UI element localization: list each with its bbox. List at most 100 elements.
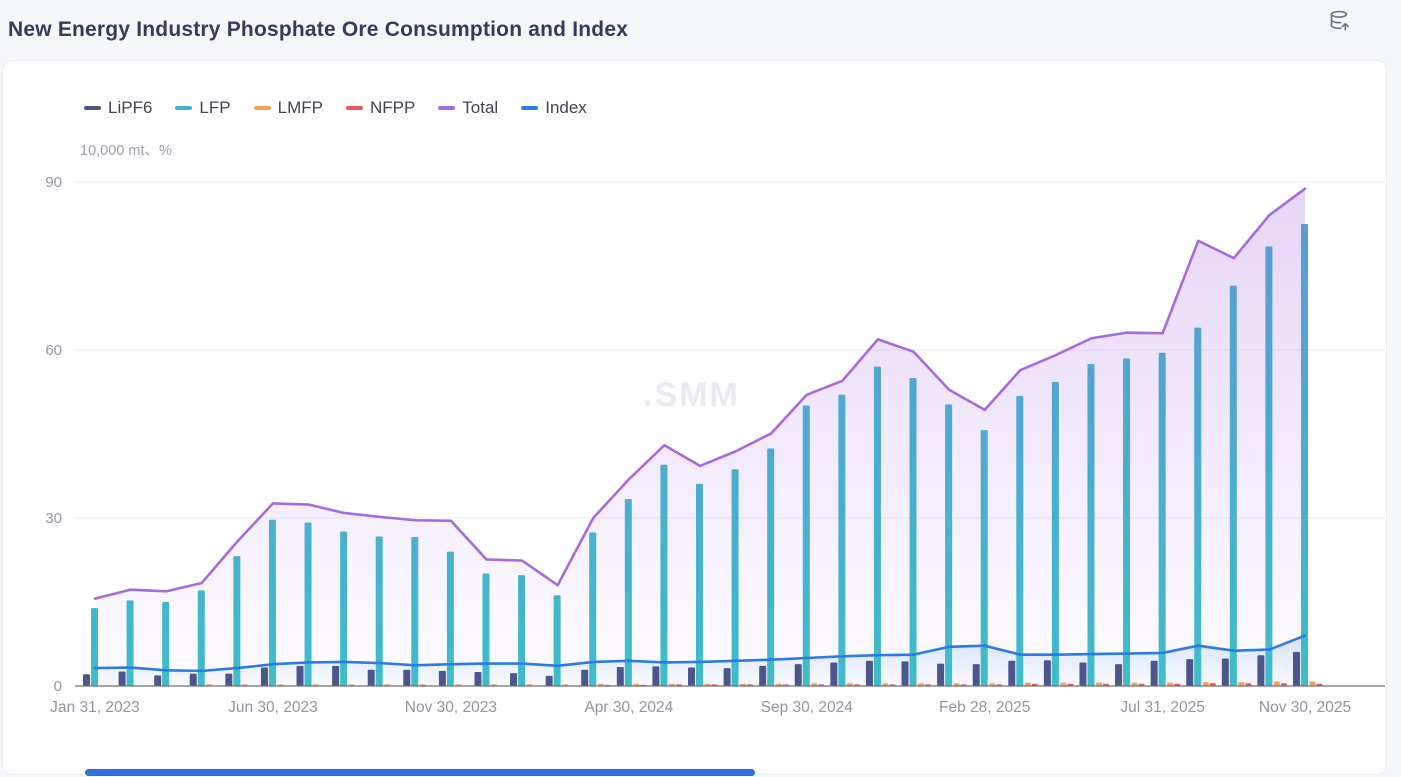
- bar-lfp[interactable]: [553, 595, 561, 686]
- bar-lfp[interactable]: [1158, 352, 1166, 686]
- bar-lfp[interactable]: [126, 600, 134, 686]
- bar-lmfp[interactable]: [1167, 682, 1174, 686]
- bar-lipf6[interactable]: [154, 675, 162, 686]
- bar-lipf6[interactable]: [225, 673, 233, 686]
- bar-lfp[interactable]: [1051, 381, 1059, 686]
- bar-lfp[interactable]: [375, 536, 383, 686]
- bar-lfp[interactable]: [767, 448, 775, 686]
- bar-lfp[interactable]: [1265, 246, 1273, 686]
- bar-lipf6[interactable]: [438, 670, 446, 686]
- bar-lfp[interactable]: [304, 522, 312, 686]
- legend-item-lfp[interactable]: LFP: [175, 98, 231, 118]
- bar-lipf6[interactable]: [937, 663, 945, 686]
- bar-lfp[interactable]: [1087, 364, 1095, 686]
- bar-lipf6[interactable]: [581, 669, 589, 686]
- bar-lfp[interactable]: [518, 575, 526, 686]
- legend-item-lmfp[interactable]: LMFP: [253, 98, 323, 118]
- bar-lmfp[interactable]: [953, 683, 960, 686]
- bar-lipf6[interactable]: [616, 666, 624, 686]
- bar-lmfp[interactable]: [1238, 682, 1245, 686]
- bar-lmfp[interactable]: [1060, 682, 1067, 686]
- legend-item-total[interactable]: Total: [438, 98, 498, 118]
- bar-lfp[interactable]: [696, 483, 703, 686]
- bar-lipf6[interactable]: [1079, 662, 1087, 686]
- bar-lfp[interactable]: [909, 378, 917, 686]
- bar-lipf6[interactable]: [474, 672, 482, 686]
- bar-lipf6[interactable]: [830, 662, 838, 686]
- bar-lipf6[interactable]: [189, 673, 197, 686]
- bar-lfp[interactable]: [1016, 395, 1024, 686]
- bar-lfp[interactable]: [660, 464, 668, 686]
- bar-lfp[interactable]: [340, 531, 348, 686]
- bar-lipf6[interactable]: [1293, 651, 1300, 686]
- bar-nfpp[interactable]: [1280, 683, 1287, 686]
- bar-lfp[interactable]: [268, 519, 276, 686]
- bar-lfp[interactable]: [589, 532, 597, 686]
- bar-lfp[interactable]: [197, 590, 205, 686]
- bar-lfp[interactable]: [233, 556, 241, 686]
- bar-lmfp[interactable]: [846, 683, 853, 686]
- bar-lipf6[interactable]: [1043, 660, 1051, 686]
- bar-lipf6[interactable]: [510, 673, 518, 686]
- bar-lfp[interactable]: [482, 573, 490, 686]
- bar-lfp[interactable]: [1194, 327, 1202, 686]
- bar-lfp[interactable]: [1301, 224, 1308, 686]
- bar-lfp[interactable]: [162, 602, 170, 686]
- bar-lipf6[interactable]: [1115, 664, 1123, 686]
- legend-item-lipf6[interactable]: LiPF6: [84, 98, 152, 118]
- horizontal-scrollbar-thumb[interactable]: [85, 769, 755, 776]
- bar-lfp[interactable]: [980, 430, 988, 686]
- bar-lipf6[interactable]: [723, 668, 731, 686]
- bar-lfp[interactable]: [411, 537, 419, 686]
- bar-lfp[interactable]: [731, 469, 739, 686]
- total-line[interactable]: [93, 187, 1307, 600]
- bar-nfpp[interactable]: [1245, 683, 1252, 686]
- bar-lipf6[interactable]: [865, 660, 873, 686]
- bar-lipf6[interactable]: [83, 674, 90, 686]
- bar-lfp[interactable]: [446, 551, 454, 686]
- bar-lipf6[interactable]: [759, 665, 767, 686]
- bar-lfp[interactable]: [624, 498, 632, 686]
- legend-item-index[interactable]: Index: [521, 98, 587, 118]
- bar-lmfp[interactable]: [1273, 681, 1280, 686]
- bar-lipf6[interactable]: [1221, 658, 1229, 686]
- bar-lmfp[interactable]: [918, 683, 925, 686]
- bar-nfpp[interactable]: [1209, 683, 1216, 686]
- bar-lmfp[interactable]: [1095, 682, 1102, 686]
- bar-lmfp[interactable]: [1131, 682, 1138, 686]
- bar-lipf6[interactable]: [1150, 660, 1158, 686]
- bar-lfp[interactable]: [802, 405, 810, 686]
- bar-lipf6[interactable]: [1186, 659, 1194, 686]
- bar-lipf6[interactable]: [403, 669, 411, 686]
- bar-lipf6[interactable]: [296, 665, 304, 686]
- bar-lmfp[interactable]: [811, 683, 818, 686]
- bar-lipf6[interactable]: [794, 664, 802, 686]
- bar-lfp[interactable]: [91, 608, 98, 686]
- bar-lipf6[interactable]: [901, 661, 909, 686]
- bar-lmfp[interactable]: [989, 683, 996, 686]
- bar-lfp[interactable]: [1123, 358, 1131, 686]
- bar-lipf6[interactable]: [545, 675, 553, 686]
- bar-lfp[interactable]: [873, 366, 881, 686]
- legend-item-nfpp[interactable]: NFPP: [345, 98, 415, 118]
- bar-lfp[interactable]: [1229, 285, 1237, 686]
- export-data-button[interactable]: [1322, 3, 1358, 39]
- bar-lfp[interactable]: [945, 404, 953, 686]
- bar-lmfp[interactable]: [1202, 682, 1209, 686]
- bar-lipf6[interactable]: [652, 666, 660, 686]
- bar-lipf6[interactable]: [688, 667, 695, 686]
- bar-lmfp[interactable]: [1024, 682, 1031, 686]
- bar-lipf6[interactable]: [1008, 660, 1016, 686]
- bar-lipf6[interactable]: [1257, 655, 1265, 686]
- bar-lipf6[interactable]: [118, 671, 126, 686]
- bar-lfp[interactable]: [838, 394, 846, 686]
- bar-lipf6[interactable]: [332, 665, 340, 686]
- index-line[interactable]: [93, 634, 1307, 673]
- bar-lipf6[interactable]: [972, 664, 980, 686]
- bar-lmfp[interactable]: [1309, 681, 1316, 686]
- bar-lmfp[interactable]: [882, 683, 889, 686]
- bar-lipf6[interactable]: [260, 667, 268, 686]
- bar-lipf6[interactable]: [367, 669, 375, 686]
